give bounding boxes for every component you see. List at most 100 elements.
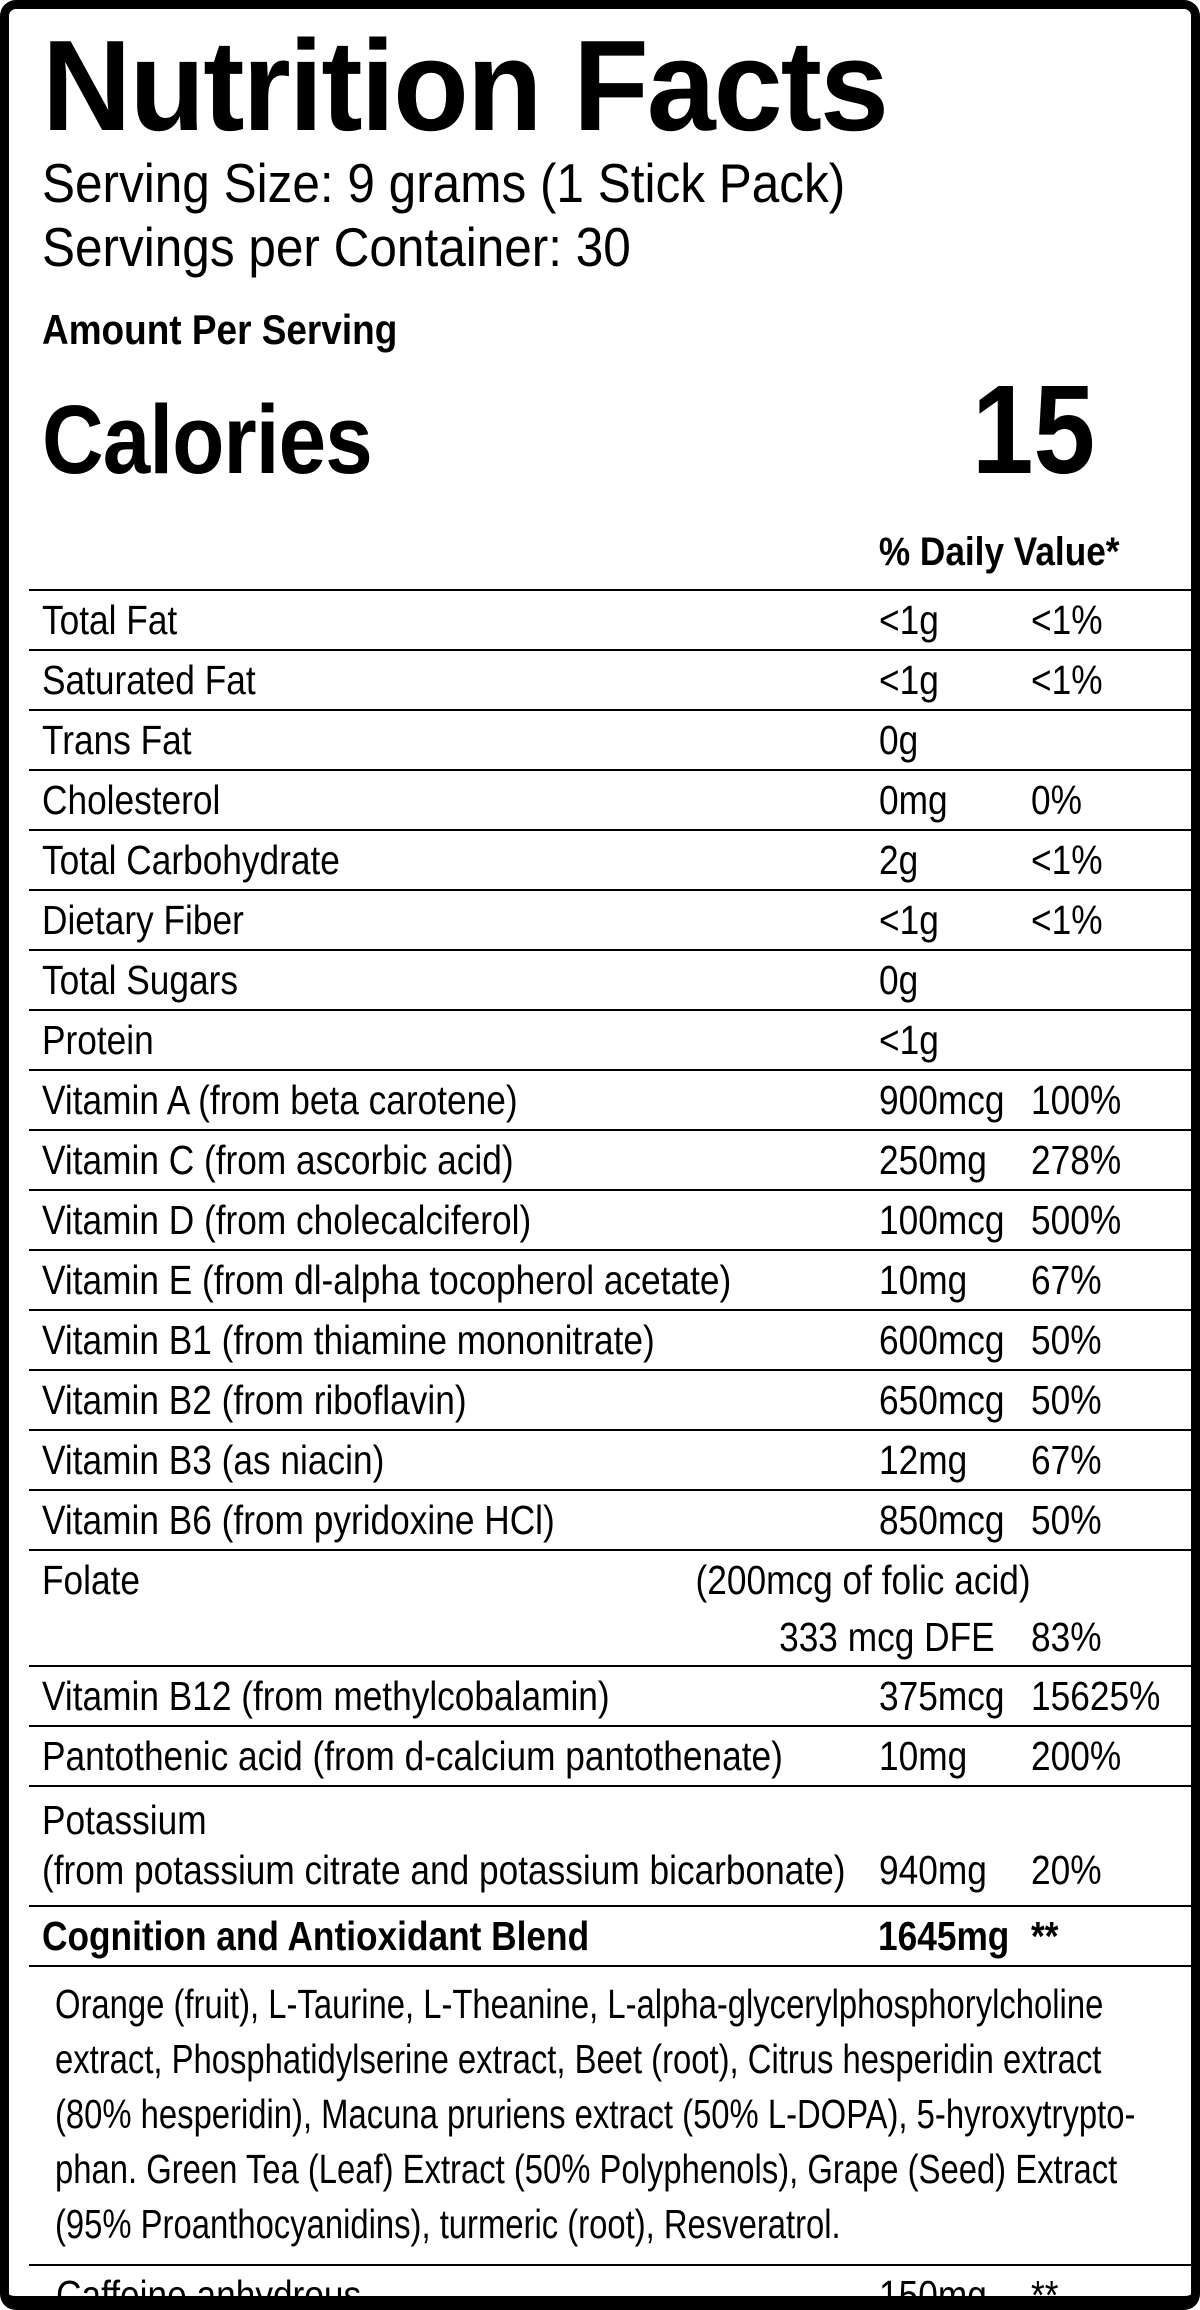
nutrient-name: Protein bbox=[42, 1017, 154, 1063]
nutrient-name: Vitamin B3 (as niacin) bbox=[42, 1437, 385, 1483]
nutrient-row: Caffeine anhydrous 150mg ** bbox=[29, 2266, 1191, 2310]
nutrient-name: Saturated Fat bbox=[42, 657, 256, 703]
nutrient-amount: 375mcg bbox=[879, 1673, 1005, 1719]
calories-value: 15 bbox=[971, 359, 1095, 500]
daily-value-header: % Daily Value* bbox=[878, 530, 1119, 574]
nutrient-row: Vitamin D (from cholecalciferol) 100mcg 50… bbox=[29, 1191, 1191, 1251]
nutrient-amount: 940mg bbox=[879, 1847, 987, 1893]
nutrient-name: Total Fat bbox=[42, 597, 178, 643]
label-title: Nutrition Facts bbox=[42, 21, 1171, 151]
nutrient-name: Pantothenic acid (from d-calcium pantoth… bbox=[42, 1733, 783, 1779]
label-header: Nutrition Facts Serving Size: 9 grams (1… bbox=[9, 9, 1191, 279]
nutrient-dv: 83% bbox=[1031, 1613, 1102, 1660]
nutrient-row: Saturated Fat <1g <1% bbox=[29, 651, 1191, 711]
nutrient-amount: <1g bbox=[879, 597, 939, 643]
nutrient-name-line2: (from potassium citrate and potassium bi… bbox=[42, 1847, 846, 1893]
nutrient-row: Trans Fat 0g bbox=[29, 711, 1191, 771]
nutrient-dv: 50% bbox=[1031, 1377, 1102, 1423]
nutrient-amount: 0mg bbox=[879, 777, 948, 823]
nutrient-amount: <1g bbox=[879, 1017, 939, 1063]
blend-line: extract, Phosphatidylserine extract, Bee… bbox=[55, 2036, 1102, 2082]
nutrient-row: Protein <1g bbox=[29, 1011, 1191, 1071]
nutrient-name: Potassium (from potassium citrate and pot… bbox=[42, 1795, 879, 1895]
calories-row: Calories 15 bbox=[9, 355, 1191, 514]
nutrient-name: Trans Fat bbox=[42, 717, 192, 763]
nutrient-name: Folate bbox=[42, 1556, 140, 1603]
blend-line: (80% hesperidin), Macuna pruriens extrac… bbox=[55, 2091, 1136, 2137]
nutrient-row: Vitamin C (from ascorbic acid) 250mg 278% bbox=[29, 1131, 1191, 1191]
nutrient-amount: 1645mg bbox=[878, 1913, 1010, 1959]
nutrient-row: Potassium (from potassium citrate and pot… bbox=[29, 1787, 1191, 1907]
nutrient-dv: 50% bbox=[1031, 1497, 1102, 1543]
nutrient-row: Vitamin B6 (from pyridoxine HCl) 850mcg 50… bbox=[29, 1491, 1191, 1551]
nutrient-dv: ** bbox=[1031, 2272, 1059, 2310]
nutrient-name: Vitamin B1 (from thiamine mononitrate) bbox=[42, 1317, 655, 1363]
nutrient-dv: 0% bbox=[1031, 777, 1082, 823]
nutrient-amount: 150mg bbox=[879, 2272, 987, 2310]
nutrient-dv: ** bbox=[1031, 1913, 1059, 1959]
nutrient-amount: 250mg bbox=[879, 1137, 987, 1183]
nutrient-row: Total Carbohydrate 2g <1% bbox=[29, 831, 1191, 891]
nutrient-amount: 12mg bbox=[879, 1437, 968, 1483]
nutrient-dv: 67% bbox=[1031, 1257, 1102, 1303]
nutrient-amount: 10mg bbox=[879, 1257, 968, 1303]
nutrient-dv: 15625% bbox=[1031, 1673, 1161, 1719]
nutrient-dv: 100% bbox=[1031, 1077, 1122, 1123]
nutrient-dv: 50% bbox=[1031, 1317, 1102, 1363]
nutrient-name: Vitamin B2 (from riboflavin) bbox=[42, 1377, 467, 1423]
nutrient-amount: 650mcg bbox=[879, 1377, 1005, 1423]
nutrient-row: Cholesterol 0mg 0% bbox=[29, 771, 1191, 831]
nutrient-row: Vitamin B12 (from methylcobalamin) 375mcg… bbox=[29, 1667, 1191, 1727]
nutrient-amount: 2g bbox=[879, 837, 919, 883]
nutrient-rows-section: Total Fat <1g <1% Saturated Fat <1g <1% Trans … bbox=[29, 589, 1191, 2310]
nutrient-note: (200mcg of folic acid) bbox=[695, 1556, 1031, 1603]
amount-per-serving-label: Amount Per Serving bbox=[42, 306, 398, 353]
nutrient-name: Vitamin B6 (from pyridoxine HCl) bbox=[42, 1497, 555, 1543]
blend-line: (95% Proanthocyanidins), turmeric (root)… bbox=[55, 2201, 841, 2247]
nutrient-name: Vitamin B12 (from methylcobalamin) bbox=[42, 1673, 610, 1719]
nutrient-amount: 0g bbox=[879, 717, 919, 763]
nutrient-name: Vitamin E (from dl-alpha tocopherol acet… bbox=[42, 1257, 732, 1303]
nutrient-dv: <1% bbox=[1031, 897, 1103, 943]
nutrient-amount: <1g bbox=[879, 897, 939, 943]
nutrient-row: Pantothenic acid (from d-calcium pantoth… bbox=[29, 1727, 1191, 1787]
nutrient-dv: 200% bbox=[1031, 1733, 1122, 1779]
nutrient-amount: 100mcg bbox=[879, 1197, 1005, 1243]
nutrient-amount: 850mcg bbox=[879, 1497, 1005, 1543]
nutrient-row: Vitamin B3 (as niacin) 12mg 67% bbox=[29, 1431, 1191, 1491]
nutrient-dv: 500% bbox=[1031, 1197, 1122, 1243]
nutrient-amount: <1g bbox=[879, 657, 939, 703]
nutrient-name: Vitamin A (from beta carotene) bbox=[42, 1077, 518, 1123]
nutrient-row: Total Sugars 0g bbox=[29, 951, 1191, 1011]
nutrient-name: Vitamin D (from cholecalciferol) bbox=[42, 1197, 532, 1243]
nutrient-name: Cognition and Antioxidant Blend bbox=[42, 1913, 590, 1959]
servings-per-container: Servings per Container: 30 bbox=[42, 216, 631, 278]
nutrient-name: Cholesterol bbox=[42, 777, 221, 823]
nutrient-name: Total Carbohydrate bbox=[42, 837, 340, 883]
nutrient-amount: 600mcg bbox=[879, 1317, 1005, 1363]
nutrient-row: Folate (200mcg of folic acid) 333 mcg DFE 8… bbox=[29, 1551, 1191, 1667]
nutrient-row: Cognition and Antioxidant Blend 1645mg ** bbox=[29, 1907, 1191, 1967]
nutrient-row: Vitamin E (from dl-alpha tocopherol acet… bbox=[29, 1251, 1191, 1311]
nutrient-dv: 20% bbox=[1031, 1847, 1102, 1893]
nutrient-row: Vitamin B2 (from riboflavin) 650mcg 50% bbox=[29, 1371, 1191, 1431]
nutrient-dv: 67% bbox=[1031, 1437, 1102, 1483]
blend-ingredients: Orange (fruit), L-Taurine, L-Theanine, L… bbox=[29, 1967, 1191, 2266]
nutrient-name: Vitamin C (from ascorbic acid) bbox=[42, 1137, 514, 1183]
calories-label: Calories bbox=[42, 385, 373, 494]
nutrient-row: Total Fat <1g <1% bbox=[29, 591, 1191, 651]
blend-line: phan. Green Tea (Leaf) Extract (50% Poly… bbox=[55, 2146, 1118, 2192]
nutrient-name: Dietary Fiber bbox=[42, 897, 244, 943]
nutrient-amount: 900mcg bbox=[879, 1077, 1005, 1123]
blend-line: Orange (fruit), L-Taurine, L-Theanine, L… bbox=[55, 1981, 1104, 2027]
nutrient-row: Vitamin A (from beta carotene) 900mcg 100% bbox=[29, 1071, 1191, 1131]
nutrient-amount: 10mg bbox=[879, 1733, 968, 1779]
serving-size: Serving Size: 9 grams (1 Stick Pack) bbox=[42, 152, 846, 214]
nutrient-dv: <1% bbox=[1031, 657, 1103, 703]
nutrient-name: Caffeine anhydrous bbox=[56, 2272, 362, 2310]
nutrient-name: Total Sugars bbox=[42, 957, 238, 1003]
nutrient-row: Dietary Fiber <1g <1% bbox=[29, 891, 1191, 951]
nutrient-dv: <1% bbox=[1031, 837, 1103, 883]
nutrient-amount: 333 mcg DFE bbox=[779, 1613, 995, 1660]
